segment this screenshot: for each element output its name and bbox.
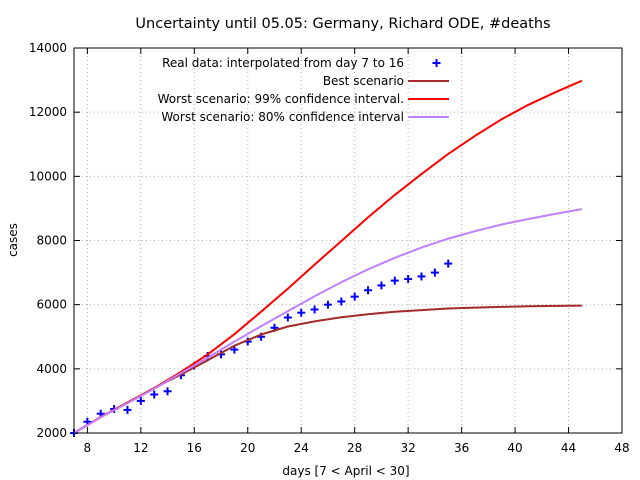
x-tick-label: 16	[187, 441, 202, 455]
data-point	[323, 300, 332, 309]
x-tick-label: 32	[401, 441, 416, 455]
y-tick-label: 6000	[36, 298, 67, 312]
legend-label-worst-80: Worst scenario: 80% confidence interval	[161, 110, 404, 124]
y-tick-label: 10000	[29, 169, 67, 183]
y-tick-label: 14000	[29, 41, 67, 55]
data-point	[390, 276, 399, 285]
x-tick-label: 28	[347, 441, 362, 455]
data-point	[310, 305, 319, 314]
data-point	[444, 259, 453, 268]
legend-label-best: Best scenario	[323, 74, 404, 88]
y-tick-label: 8000	[36, 234, 67, 248]
data-point	[136, 396, 145, 405]
x-axis-label: days [7 < April < 30]	[282, 464, 409, 478]
data-point	[350, 292, 359, 301]
y-tick-label: 12000	[29, 105, 67, 119]
x-tick-label: 12	[133, 441, 148, 455]
data-point	[230, 345, 239, 354]
data-point	[377, 281, 386, 290]
data-point	[430, 268, 439, 277]
series-layer	[70, 79, 583, 437]
data-point	[417, 272, 426, 281]
x-tick-label: 48	[614, 441, 629, 455]
data-point	[297, 308, 306, 317]
ticks: 8 12 16 20 24 28 32 36 40 44 48 2000 4000 6000 8000 100…	[29, 41, 630, 455]
data-point	[364, 286, 373, 295]
data-point	[404, 275, 413, 283]
legend-label-worst-99: Worst scenario: 99% confidence interval.	[158, 92, 404, 106]
x-tick-label: 8	[84, 441, 92, 455]
data-point	[163, 387, 172, 396]
x-tick-label: 40	[507, 441, 522, 455]
series-line-worst-99	[73, 79, 583, 434]
legend-label-real-data: Real data: interpolated from day 7 to 16	[162, 56, 404, 70]
x-tick-label: 36	[454, 441, 469, 455]
y-axis-label: cases	[6, 223, 20, 257]
series-line-worst-80	[73, 208, 583, 434]
x-tick-label: 20	[240, 441, 255, 455]
data-point	[283, 313, 292, 322]
legend: Real data: interpolated from day 7 to 16…	[158, 56, 449, 124]
y-tick-label: 2000	[36, 426, 67, 440]
y-tick-label: 4000	[36, 362, 67, 376]
legend-marker-real-data	[432, 59, 441, 67]
data-point	[337, 297, 346, 306]
x-tick-label: 44	[561, 441, 576, 455]
data-point	[123, 405, 132, 414]
chart-title: Uncertainty until 05.05: Germany, Richar…	[135, 16, 550, 32]
x-tick-label: 24	[294, 441, 309, 455]
data-point	[150, 390, 159, 399]
